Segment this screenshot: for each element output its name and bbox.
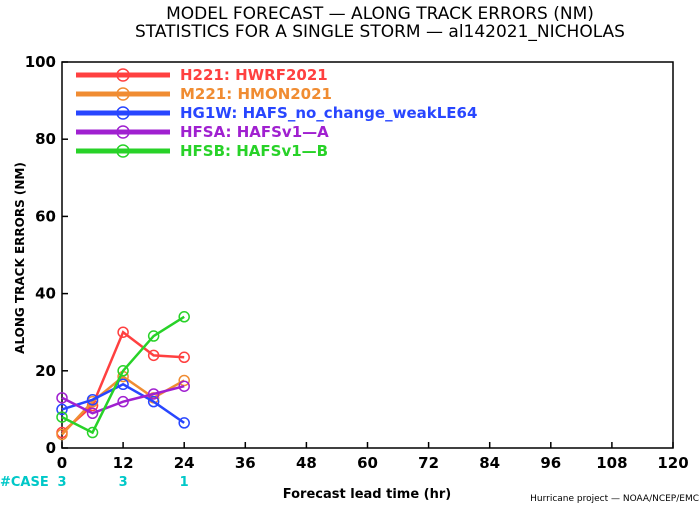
data-point [86, 394, 99, 406]
legend-marker [116, 144, 130, 158]
y-tick-label: 60 [35, 207, 56, 225]
data-point [117, 395, 129, 408]
x-tick-label: 120 [657, 454, 688, 472]
x-axis-label: Forecast lead time (hr) [283, 487, 451, 502]
y-tick-label: 100 [25, 53, 56, 71]
case-counts: 3 3 1 [57, 475, 188, 490]
series-group [56, 311, 190, 441]
data-point [117, 365, 129, 377]
x-tick-label: 12 [113, 454, 134, 472]
x-tick-label: 84 [479, 454, 500, 472]
data-point [178, 311, 190, 323]
data-point [178, 380, 190, 392]
data-point [117, 326, 129, 338]
y-tick-label: 20 [35, 362, 56, 380]
legend-marker [116, 68, 130, 82]
data-point [147, 388, 160, 400]
x-axis: 0 12 24 36 48 60 72 84 96 108 120 [57, 442, 689, 472]
y-tick-label: 40 [35, 285, 56, 303]
data-point [86, 426, 99, 439]
series-line [61, 330, 185, 434]
x-tick-label: 24 [174, 454, 195, 472]
data-point [56, 428, 68, 441]
x-tick-label: 60 [357, 454, 378, 472]
data-point [86, 407, 99, 420]
chart-title: MODEL FORECAST — ALONG TRACK ERRORS (NM) [166, 4, 594, 24]
x-tick-label: 0 [57, 454, 67, 472]
x-tick-label: 108 [596, 454, 627, 472]
data-point [56, 392, 68, 404]
series-line [61, 384, 185, 415]
chart-subtitle: STATISTICS FOR A SINGLE STORM — al142021… [135, 22, 625, 42]
legend-entry: H221: HWRF2021 [180, 66, 328, 84]
data-point [147, 349, 160, 362]
x-tick-label: 96 [540, 454, 561, 472]
series-line [61, 382, 185, 424]
data-point [147, 395, 160, 408]
case-count: 3 [119, 475, 128, 490]
x-tick-label: 36 [235, 454, 256, 472]
data-point [178, 351, 190, 364]
series-line [61, 315, 185, 435]
y-axis-label: ALONG TRACK ERRORS (NM) [13, 162, 27, 354]
credit-text: Hurricane project — NOAA/NCEP/EMC [530, 494, 699, 504]
y-axis: 0 20 40 60 80 100 [25, 53, 68, 457]
case-count: 3 [57, 475, 66, 490]
y-tick-label: 80 [35, 130, 56, 148]
legend-entry: HFSB: HAFSv1—B [180, 142, 328, 160]
data-point [178, 417, 190, 429]
data-point [56, 403, 68, 416]
x-tick-label: 72 [418, 454, 439, 472]
legend-marker [116, 125, 130, 139]
legend-marker [116, 106, 130, 120]
y-tick-label: 0 [46, 439, 56, 457]
case-label: #CASE [0, 475, 49, 490]
data-point [56, 411, 68, 423]
case-count: 1 [180, 475, 189, 490]
data-point [117, 378, 129, 391]
legend-entry: HFSA: HAFSv1—A [180, 123, 329, 141]
data-point [147, 330, 160, 342]
legend-entry: M221: HMON2021 [180, 85, 332, 103]
legend-marker [116, 87, 130, 101]
legend-entry: HG1W: HAFS_no_change_weakLE64 [180, 104, 477, 122]
x-tick-label: 48 [296, 454, 317, 472]
data-point [178, 374, 190, 387]
